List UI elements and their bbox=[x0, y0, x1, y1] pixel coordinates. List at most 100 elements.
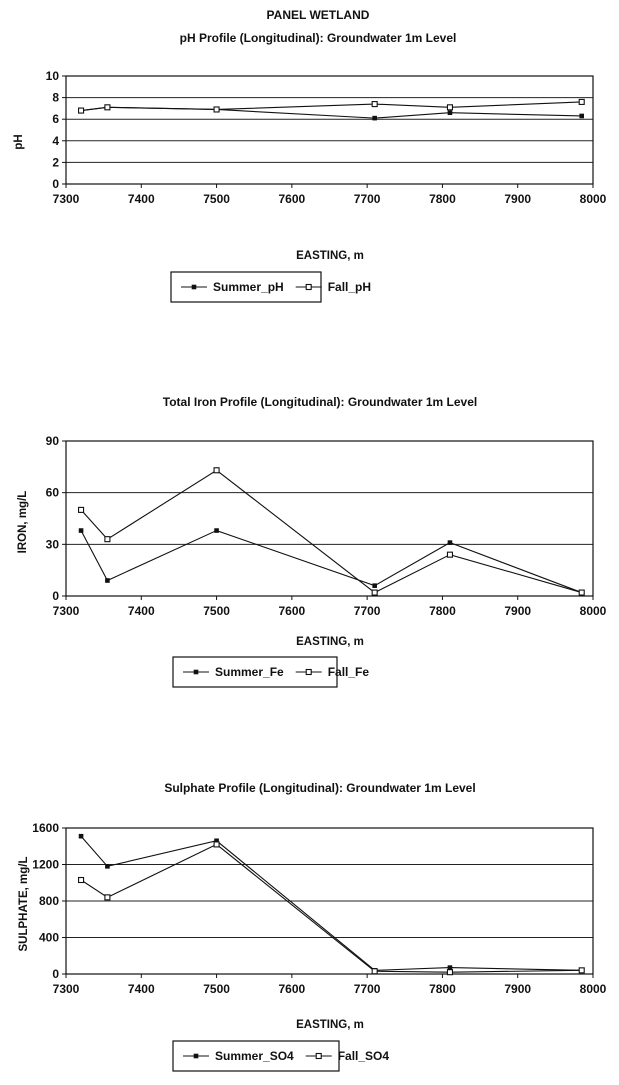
ph-series-line-1 bbox=[80, 106, 582, 119]
sulphate-plot-area: 0 400 800 1200 1600 7300 7400 7500 7600 7700 7800 7… bbox=[32, 821, 606, 996]
sulphate-data-point bbox=[447, 965, 453, 970]
ph-legend-label: Fall_pH bbox=[328, 280, 371, 294]
iron-chart-title: Total Iron Profile (Longitudinal): Groun… bbox=[163, 395, 477, 409]
iron-data-point bbox=[78, 506, 85, 513]
ph-legend-label: Summer_pH bbox=[213, 280, 284, 294]
sulphate-y-tick-label: 1600 bbox=[32, 821, 59, 835]
ph-y-tick-label: 0 bbox=[52, 177, 59, 191]
ph-y-tick-label: 4 bbox=[52, 134, 59, 148]
iron-series-line-1 bbox=[80, 529, 582, 594]
ph-x-axis-label: EASTING, m bbox=[296, 250, 364, 262]
ph-data-point bbox=[446, 104, 454, 111]
sulphate-y-tick-label: 400 bbox=[39, 931, 59, 945]
ph-x-tick-label: 7500 bbox=[203, 192, 230, 206]
ph-x-tick-label: 7700 bbox=[354, 192, 381, 206]
iron-legend-label: Fall_Fe bbox=[328, 665, 370, 679]
iron-x-tick-label: 8000 bbox=[580, 604, 607, 618]
ph-y-axis-label: pH bbox=[13, 134, 25, 149]
iron-data-point bbox=[104, 536, 111, 543]
iron-series-line-2 bbox=[80, 469, 582, 594]
iron-data-point bbox=[372, 583, 377, 588]
ph-legend-marker bbox=[305, 283, 312, 291]
iron-data-point bbox=[447, 540, 453, 545]
ph-x-tick-label: 7900 bbox=[504, 192, 531, 206]
ph-y-tick-label: 6 bbox=[52, 112, 59, 126]
iron-data-point bbox=[446, 551, 454, 558]
sulphate-data-point bbox=[578, 967, 585, 974]
sulphate-data-point bbox=[78, 833, 84, 839]
ph-data-point bbox=[78, 107, 85, 114]
sulphate-series-line-1 bbox=[80, 835, 582, 971]
ph-data-point bbox=[578, 98, 585, 105]
iron-data-point bbox=[213, 467, 220, 474]
iron-y-tick-label: 0 bbox=[52, 589, 59, 603]
ph-chart-title: pH Profile (Longitudinal): Groundwater 1… bbox=[180, 31, 457, 45]
ph-x-tick-label: 7400 bbox=[128, 192, 155, 206]
iron-data-point bbox=[371, 589, 378, 596]
ph-data-point bbox=[447, 110, 453, 116]
ph-legend: Summer_pH Fall_pH bbox=[170, 271, 371, 303]
iron-x-tick-label: 7500 bbox=[203, 604, 230, 618]
sulphate-y-axis-label: SULPHATE, mg/L bbox=[18, 857, 30, 952]
iron-data-point bbox=[214, 528, 219, 533]
iron-x-tick-label: 7900 bbox=[504, 604, 531, 618]
iron-y-tick-label: 90 bbox=[46, 434, 60, 448]
iron-x-axis-label: EASTING, m bbox=[296, 636, 364, 648]
sulphate-legend-label: Summer_SO4 bbox=[215, 1049, 294, 1063]
sulphate-x-tick-label: 8000 bbox=[580, 982, 607, 996]
sulphate-y-tick-label: 800 bbox=[39, 894, 59, 908]
ph-y-tick-label: 2 bbox=[52, 155, 59, 169]
iron-legend: Summer_Fe Fall_Fe bbox=[172, 656, 370, 688]
sulphate-x-tick-label: 7700 bbox=[354, 982, 381, 996]
ph-data-point bbox=[104, 104, 111, 111]
ph-x-tick-label: 8000 bbox=[580, 192, 607, 206]
sulphate-data-point bbox=[104, 894, 111, 901]
iron-y-tick-label: 60 bbox=[46, 486, 60, 500]
iron-plot-area: 0 30 60 90 7300 7400 7500 7600 7700 7800 7900 8000 bbox=[46, 434, 607, 618]
sulphate-series-line-2 bbox=[80, 843, 582, 973]
sulphate-legend-marker bbox=[315, 1052, 322, 1060]
sulphate-data-point bbox=[371, 968, 378, 975]
sulphate-x-tick-label: 7800 bbox=[429, 982, 456, 996]
sulphate-x-tick-label: 7500 bbox=[203, 982, 230, 996]
iron-chart: Total Iron Profile (Longitudinal): Groun… bbox=[17, 395, 607, 688]
sulphate-data-point bbox=[105, 864, 110, 869]
ph-y-tick-label: 8 bbox=[52, 91, 59, 105]
sulphate-y-tick-label: 1200 bbox=[32, 858, 59, 872]
sulphate-x-tick-label: 7900 bbox=[504, 982, 531, 996]
ph-data-point bbox=[213, 106, 220, 113]
iron-y-axis-label: IRON, mg/L bbox=[17, 491, 29, 554]
iron-x-tick-label: 7600 bbox=[279, 604, 306, 618]
ph-chart: pH Profile (Longitudinal): Groundwater 1… bbox=[13, 31, 607, 303]
sulphate-data-point bbox=[78, 876, 85, 884]
iron-data-point bbox=[578, 589, 585, 596]
ph-x-tick-label: 7300 bbox=[53, 192, 80, 206]
ph-x-tick-label: 7800 bbox=[429, 192, 456, 206]
iron-x-tick-label: 7300 bbox=[53, 604, 80, 618]
sulphate-data-point bbox=[446, 969, 454, 976]
sulphate-chart-title: Sulphate Profile (Longitudinal): Groundw… bbox=[164, 781, 475, 795]
ph-data-point bbox=[372, 115, 377, 121]
sulphate-x-tick-label: 7400 bbox=[128, 982, 155, 996]
iron-legend-label: Summer_Fe bbox=[215, 665, 284, 679]
sulphate-legend-label: Fall_SO4 bbox=[338, 1049, 390, 1063]
sulphate-legend-marker bbox=[193, 1053, 199, 1059]
ph-y-tick-label: 10 bbox=[46, 69, 60, 83]
iron-y-tick-label: 30 bbox=[46, 537, 60, 551]
ph-legend-marker bbox=[191, 284, 197, 290]
iron-x-tick-label: 7800 bbox=[429, 604, 456, 618]
sulphate-y-tick-label: 0 bbox=[52, 967, 59, 981]
sulphate-legend: Summer_SO4 Fall_SO4 bbox=[172, 1040, 390, 1072]
ph-plot-area: 0 2 4 6 8 10 7300 7400 7500 7600 7700 7800 7900 8000 bbox=[46, 69, 607, 206]
ph-x-tick-label: 7600 bbox=[279, 192, 306, 206]
iron-data-point bbox=[105, 578, 110, 583]
iron-legend-marker bbox=[193, 669, 199, 675]
iron-legend-marker bbox=[305, 668, 312, 676]
page-title: PANEL WETLAND bbox=[267, 8, 370, 22]
ph-data-point bbox=[371, 101, 378, 108]
iron-plot-frame bbox=[65, 440, 594, 597]
sulphate-x-axis-label: EASTING, m bbox=[296, 1019, 364, 1031]
sulphate-data-point bbox=[213, 841, 220, 848]
sulphate-x-tick-label: 7300 bbox=[53, 982, 80, 996]
